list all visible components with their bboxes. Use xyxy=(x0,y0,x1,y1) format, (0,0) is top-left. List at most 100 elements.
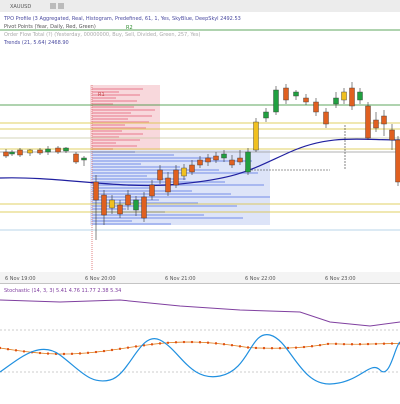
candle xyxy=(10,152,15,154)
stoch-dot xyxy=(39,352,41,354)
stoch-dot xyxy=(7,348,9,350)
candle xyxy=(150,185,155,196)
time-label: 6 Nov 22:00 xyxy=(245,276,276,282)
candle xyxy=(382,116,387,124)
stoch-dot xyxy=(199,341,201,343)
profile-bar xyxy=(92,106,134,108)
profile-bar xyxy=(92,142,116,144)
indicator-legend: Stochastic (14, 3, 3) 5.41 4.76 11.77 2.… xyxy=(4,288,121,294)
stoch-dot xyxy=(151,343,153,345)
stoch-dot xyxy=(103,350,105,352)
candle xyxy=(334,98,339,104)
stoch-dot xyxy=(159,342,161,344)
stoch-dot xyxy=(255,347,257,349)
profile-bar xyxy=(92,178,186,180)
candle xyxy=(342,92,347,100)
candle xyxy=(390,130,395,140)
stoch-dot xyxy=(71,353,73,355)
stoch-dot xyxy=(135,345,137,347)
stoch-dot xyxy=(111,349,113,351)
stoch-dot xyxy=(247,346,249,348)
candle xyxy=(238,158,243,162)
candle xyxy=(396,140,400,182)
candle xyxy=(82,158,87,160)
candle xyxy=(166,178,171,192)
candle xyxy=(190,165,195,172)
candle xyxy=(366,106,371,138)
stoch-signal xyxy=(0,342,400,354)
stoch-dot xyxy=(279,347,281,349)
candle xyxy=(222,154,227,158)
price-pane xyxy=(0,30,400,270)
stoch-dot xyxy=(87,352,89,354)
stoch-dot xyxy=(263,347,265,349)
profile-bar xyxy=(92,163,141,165)
indicator-pane xyxy=(0,300,400,384)
stoch-dot xyxy=(231,344,233,346)
candle xyxy=(134,200,139,210)
profile-bar xyxy=(92,115,152,117)
stoch-dot xyxy=(271,347,273,349)
candle xyxy=(4,152,9,156)
profile-bar xyxy=(92,166,180,168)
stoch-dot xyxy=(375,343,377,345)
time-label: 6 Nov 20:00 xyxy=(85,276,116,282)
toolbar-button[interactable] xyxy=(58,3,64,9)
stoch-dot xyxy=(239,345,241,347)
candle xyxy=(18,150,23,155)
profile-bar xyxy=(92,139,140,141)
stoch-dot xyxy=(23,350,25,352)
stoch-dot xyxy=(191,341,193,343)
stoch-dot xyxy=(95,351,97,353)
symbol[interactable]: XAUUSD xyxy=(10,4,31,10)
stoch-dot xyxy=(335,343,337,345)
stoch-dot xyxy=(367,343,369,345)
candle xyxy=(182,168,187,176)
candle xyxy=(198,160,203,165)
candle xyxy=(74,154,79,162)
candle xyxy=(126,195,131,205)
stoch-dot xyxy=(175,341,177,343)
profile-bar xyxy=(92,217,243,219)
stoch-dot xyxy=(343,343,345,345)
profile-bar xyxy=(92,100,137,102)
profile-bar xyxy=(92,124,125,126)
stoch-dot xyxy=(183,341,185,343)
level-label: R2 xyxy=(126,25,133,31)
candle xyxy=(230,160,235,165)
profile-bar xyxy=(92,214,204,216)
profile-bar xyxy=(92,196,270,198)
stoch-dot xyxy=(351,343,353,345)
profile-bar xyxy=(92,187,153,189)
candle xyxy=(350,88,355,106)
stoch-dot xyxy=(63,353,65,355)
candle xyxy=(46,149,51,152)
legend-line: Pivot Points (Year, Daily, Red, Green) xyxy=(4,24,96,30)
legend-line: Order Flow Total (?) (Yesterday, 0000000… xyxy=(4,32,200,38)
profile-bar xyxy=(92,220,132,222)
stoch-dot xyxy=(47,352,49,354)
stoch-dot xyxy=(311,345,313,347)
stoch-dot xyxy=(319,344,321,346)
profile-bar xyxy=(92,118,128,120)
time-label: 6 Nov 19:00 xyxy=(5,276,36,282)
candle xyxy=(294,92,299,96)
stoch-dot xyxy=(383,343,385,345)
profile-bar xyxy=(92,190,192,192)
candle xyxy=(374,120,379,128)
stoch-dot xyxy=(167,342,169,344)
stoch-dot xyxy=(391,342,393,344)
candle xyxy=(214,156,219,160)
toolbar-button[interactable] xyxy=(50,3,56,9)
stoch-dot xyxy=(359,343,361,345)
candle xyxy=(314,102,319,112)
level-label: R1 xyxy=(98,92,105,98)
stoch-dot xyxy=(223,343,225,345)
time-label: 6 Nov 23:00 xyxy=(325,276,356,282)
candle xyxy=(102,195,107,215)
legend-line: TPO Profile (3 Aggregated, Real, Histogr… xyxy=(3,16,241,22)
candle xyxy=(284,88,289,100)
profile-bar xyxy=(92,160,252,162)
candle xyxy=(28,150,33,153)
candle xyxy=(118,205,123,214)
